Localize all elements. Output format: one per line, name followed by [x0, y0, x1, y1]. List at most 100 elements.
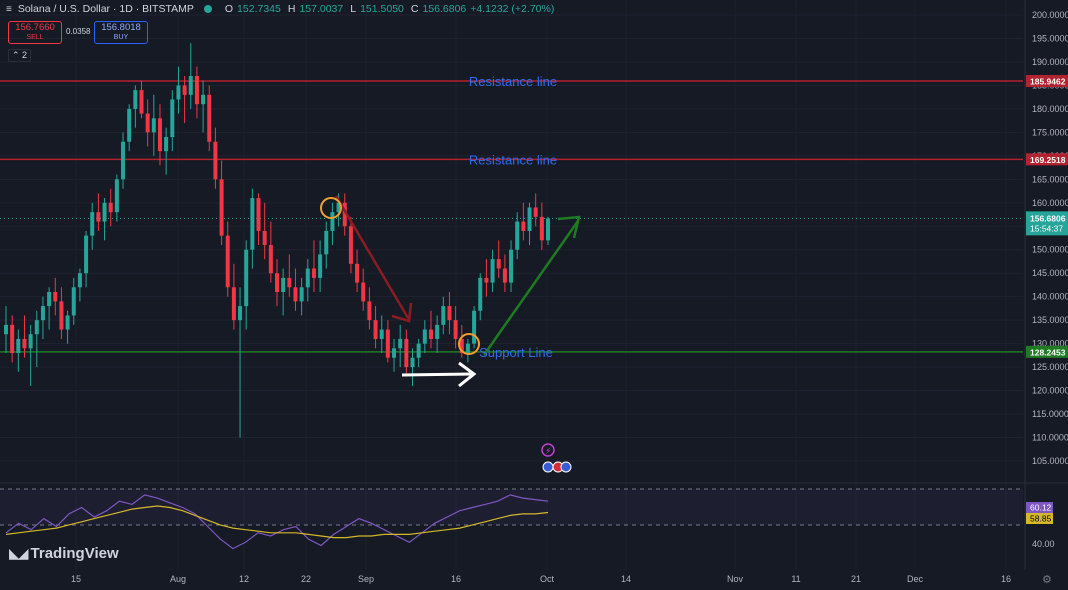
candle-body [256, 198, 261, 231]
buy-button[interactable]: 156.8018 BUY [94, 21, 148, 44]
candle-body [336, 202, 341, 213]
x-tick-label: Oct [540, 574, 555, 584]
x-tick-label: 11 [791, 574, 800, 584]
trend-drawings [320, 195, 581, 388]
sell-label: SELL [26, 34, 44, 41]
x-tick-label: Sep [358, 574, 374, 584]
price-axis: 200.0000195.0000190.0000185.0000180.0000… [1024, 0, 1068, 570]
price-tag-label: 169.2518 [1030, 155, 1066, 165]
us-flag-icon[interactable] [560, 461, 572, 473]
candle-body [65, 315, 70, 330]
rsi-ma-tag [1026, 513, 1053, 524]
buy-price: 156.8018 [101, 22, 141, 33]
candle-body [428, 329, 433, 339]
symbol-title[interactable]: Solana / U.S. Dollar · 1D · BITSTAMP [17, 3, 194, 15]
x-tick-label: 15 [71, 574, 81, 584]
candle-body [447, 306, 452, 321]
candle-body [355, 263, 360, 283]
up-trend-arrow [482, 220, 580, 356]
spread-value: 0.0358 [66, 27, 91, 36]
candle-body [398, 338, 403, 349]
x-tick-label: 12 [239, 574, 249, 584]
menu-icon[interactable]: ≡ [6, 3, 12, 15]
candle-body [318, 254, 323, 278]
candle-body [139, 90, 144, 114]
countdown-label: 15:54:37 [1030, 223, 1063, 233]
ohlc-open-value: 152.7345 [237, 3, 281, 15]
candle-body [176, 85, 181, 100]
market-status-dot-icon [203, 5, 212, 13]
ohlc-open-key: O [224, 3, 234, 15]
candle-body [287, 277, 292, 288]
settings-gear-icon[interactable]: ⚙ [1042, 574, 1052, 586]
tradingview-logo[interactable]: ◣◢ TradingView [9, 545, 119, 562]
candle-body [496, 259, 501, 269]
candle-body [342, 202, 347, 227]
candle-body [361, 282, 366, 302]
y-tick-label: 145.0000 [1032, 268, 1068, 278]
sell-button[interactable]: 156.7660 SELL [8, 21, 62, 44]
y-tick-label: 195.0000 [1032, 33, 1068, 43]
candle-body [478, 277, 483, 311]
x-tick-label: Aug [170, 574, 186, 584]
event-icons[interactable]: ⚡ [541, 443, 572, 473]
candle-body [28, 334, 33, 349]
x-tick-label: 21 [851, 574, 861, 584]
y-tick-label: 190.0000 [1032, 57, 1068, 67]
candle-body [244, 249, 249, 307]
rsi-value-tag [1026, 502, 1053, 513]
candle-body [170, 99, 175, 138]
candle-body [441, 306, 446, 325]
candle-body [108, 202, 113, 213]
candle-body [77, 273, 82, 288]
candle-body [490, 259, 495, 283]
candle-body [114, 179, 119, 213]
candle-body [484, 277, 489, 283]
ohlc-close-value: 156.6806 [422, 3, 467, 15]
price-tag [1026, 74, 1068, 87]
candle-body [404, 338, 409, 368]
y-tick-label: 200.0000 [1032, 10, 1068, 20]
candle-body [416, 343, 421, 358]
tradingview-logo-icon: ◣◢ [9, 545, 28, 561]
lightning-icon[interactable] [541, 443, 555, 457]
last-price-label: 156.6806 [1030, 213, 1066, 223]
candle-body [34, 320, 39, 335]
candle-body [102, 202, 107, 222]
candle-body [527, 207, 532, 231]
candle-body [145, 113, 150, 133]
rsi-ma-line [5, 505, 549, 539]
candles [4, 43, 550, 438]
time-axis: 15 Aug 12 22 Sep 16 Oct 14 Nov 11 21 Dec 16 [71, 574, 1011, 584]
candle-body [367, 301, 372, 321]
candle-body [194, 76, 199, 105]
symbol-header[interactable]: ≡ Solana / U.S. Dollar · 1D · BITSTAMP O… [6, 3, 554, 15]
price-tag-label: 185.9462 [1030, 76, 1066, 86]
candle-body [225, 235, 230, 288]
ohlc-high-key: H [287, 3, 296, 15]
candle-body [472, 310, 477, 344]
bottom-marker-circle [458, 333, 480, 355]
us-flag-icon[interactable] [542, 461, 554, 473]
y-tick-label: 150.0000 [1032, 245, 1068, 255]
indicators-toggle[interactable]: ⌃ 2 [8, 49, 32, 62]
y-tick-label: 165.0000 [1032, 174, 1068, 184]
candle-body [164, 137, 169, 152]
candle-body [515, 221, 520, 250]
sell-price: 156.7660 [15, 22, 55, 33]
y-tick-label: 125.0000 [1032, 362, 1068, 372]
horizontal-line-label: Resistance line [469, 152, 557, 167]
candle-body [10, 324, 15, 354]
price-tag [1026, 153, 1068, 166]
candle-body [96, 212, 101, 222]
candle-body [262, 230, 267, 246]
candle-body [268, 245, 273, 274]
candle-body [182, 85, 187, 95]
candle-body [348, 226, 353, 264]
candle-body [201, 94, 206, 105]
price-tag [1026, 345, 1068, 358]
candle-body [157, 118, 162, 152]
candle-body [47, 291, 52, 307]
